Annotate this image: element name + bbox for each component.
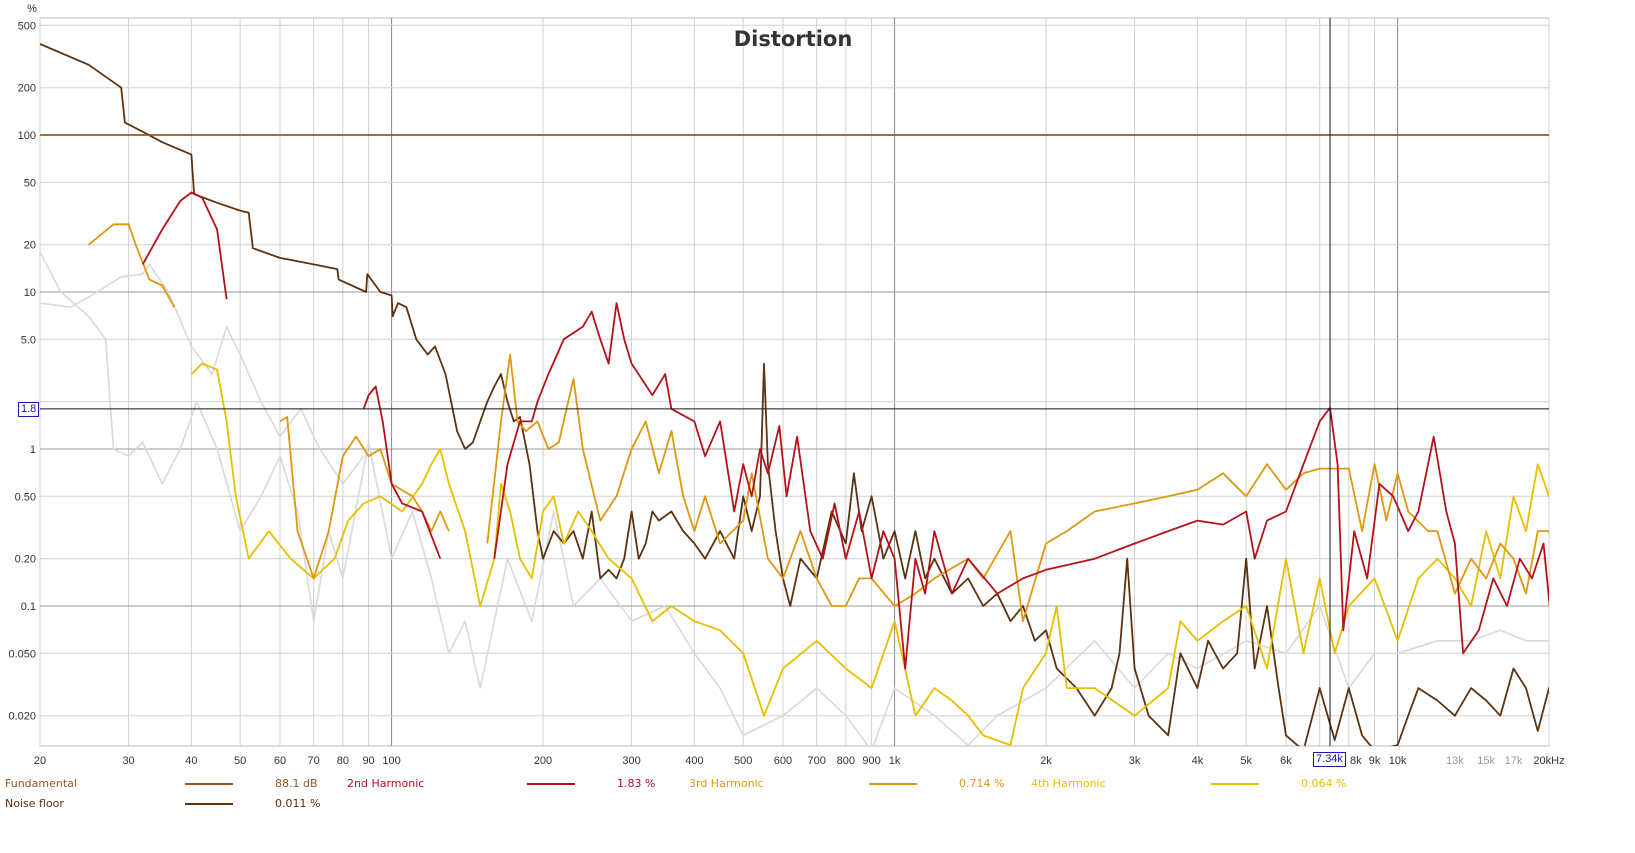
legend-swatch [869, 783, 917, 785]
series-2nd-harmonic-line [141, 191, 1549, 670]
y-tick-label: 0.050 [8, 648, 36, 660]
x-tick-label: 700 [807, 755, 825, 767]
x-tick-label: 200 [534, 755, 552, 767]
plot-area [39, 17, 1550, 747]
x-tick-label: 10k [1389, 755, 1407, 767]
x-tick-label: 30 [122, 755, 134, 767]
x-tick-label: 5k [1240, 755, 1252, 767]
series-lines [40, 43, 1549, 746]
series-noise-floor-line [40, 43, 1549, 746]
legend-value: 0.011 % [275, 797, 321, 810]
x-tick-label: 17k [1505, 755, 1523, 767]
legend-label: 4th Harmonic [1031, 777, 1106, 790]
x-tick-label: 80 [337, 755, 349, 767]
legend-swatch [185, 803, 233, 805]
x-tick-label: 20 [34, 755, 46, 767]
x-tick-label: 40 [185, 755, 197, 767]
legend-label: Noise floor [5, 797, 64, 810]
legend-label: 3rd Harmonic [689, 777, 764, 790]
legend-item-fundamental[interactable]: Fundamental 88.1 dB [5, 777, 335, 793]
legend-swatch [1211, 783, 1259, 785]
y-tick-label: 0.50 [15, 491, 36, 503]
x-tick-label: 800 [837, 755, 855, 767]
x-tick-label: 4k [1192, 755, 1204, 767]
x-tick-label: 9k [1369, 755, 1381, 767]
x-tick-label: 100 [382, 755, 400, 767]
y-axis-unit: % [27, 3, 37, 15]
legend-value: 0.714 % [959, 777, 1005, 790]
x-tick-label: 20kHz [1533, 755, 1564, 767]
y-tick-label: 50 [24, 177, 36, 189]
legend-value: 88.1 dB [275, 777, 318, 790]
x-tick-label: 900 [862, 755, 880, 767]
cursor-y-label[interactable]: 1.8 [18, 401, 40, 417]
legend-swatch [527, 783, 575, 785]
x-tick-label: 3k [1129, 755, 1141, 767]
legend-item-3rd-harmonic[interactable]: 3rd Harmonic 0.714 % [689, 777, 1019, 793]
legend-item-noise-floor[interactable]: Noise floor 0.011 % [5, 797, 335, 813]
x-tick-label: 1k [889, 755, 901, 767]
legend-label: 2nd Harmonic [347, 777, 425, 790]
chart-title: Distortion [734, 27, 853, 51]
y-tick-label: 100 [18, 130, 36, 142]
y-tick-label: 200 [18, 83, 36, 95]
x-tick-label: 500 [734, 755, 752, 767]
x-tick-label: 50 [234, 755, 246, 767]
legend-value: 0.064 % [1301, 777, 1347, 790]
legend-item-4th-harmonic[interactable]: 4th Harmonic 0.064 % [1031, 777, 1361, 793]
x-tick-label: 2k [1040, 755, 1052, 767]
x-tick-label: 400 [685, 755, 703, 767]
legend-label: Fundamental [5, 777, 77, 790]
y-tick-label: 20 [24, 240, 36, 252]
x-tick-label: 8k [1350, 755, 1362, 767]
x-tick-label: 600 [774, 755, 792, 767]
y-tick-label: 1 [30, 444, 36, 456]
x-tick-label: 15k [1477, 755, 1495, 767]
series-4th-harmonic-line [190, 362, 1549, 746]
cursor-x-label[interactable]: 7.34k [1313, 752, 1346, 767]
series-unlabeled-line [40, 263, 365, 485]
grid [39, 17, 1550, 747]
x-tick-label: 6k [1280, 755, 1292, 767]
legend-swatch [185, 783, 233, 785]
legend-item-2nd-harmonic[interactable]: 2nd Harmonic 1.83 % [347, 777, 677, 793]
y-tick-label: 5.0 [21, 334, 36, 346]
x-tick-label: 90 [362, 755, 374, 767]
y-tick-label: 0.20 [15, 554, 36, 566]
y-tick-label: 0.1 [21, 601, 36, 613]
legend-value: 1.83 % [617, 777, 656, 790]
x-tick-label: 13k [1446, 755, 1464, 767]
y-tick-label: 0.020 [8, 711, 36, 723]
x-tick-label: 300 [622, 755, 640, 767]
x-tick-label: 70 [308, 755, 320, 767]
y-tick-label: 500 [18, 20, 36, 32]
x-tick-label: 60 [274, 755, 286, 767]
axes: 500 200 100 50 20 10 5.0 1 0.50 0.20 0.1 0.050 0.020… [8, 18, 1565, 767]
y-tick-label: 10 [24, 287, 36, 299]
